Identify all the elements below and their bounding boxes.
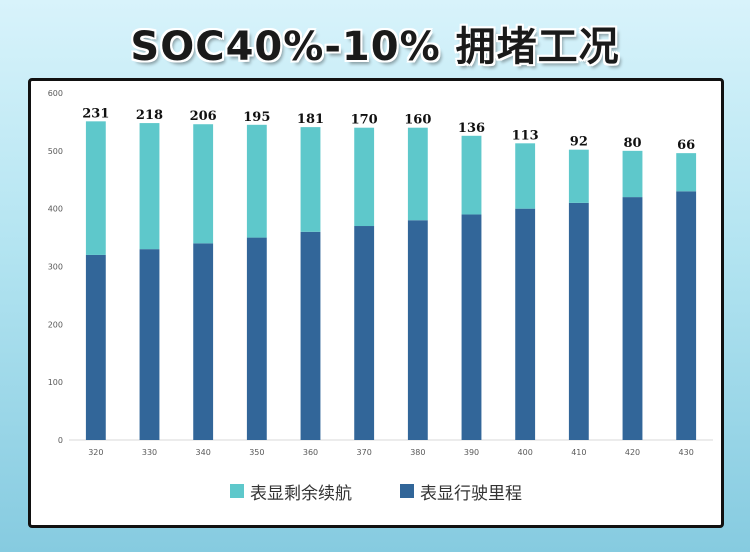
x-tick-label: 360 bbox=[303, 448, 318, 457]
bar-driven bbox=[568, 202, 589, 440]
y-tick-label: 100 bbox=[48, 378, 63, 387]
bar-remaining bbox=[461, 135, 482, 215]
data-label: 231 bbox=[82, 106, 109, 121]
y-tick-label: 300 bbox=[48, 263, 63, 272]
x-tick-label: 390 bbox=[464, 448, 479, 457]
bar-remaining bbox=[246, 124, 267, 238]
x-tick-label: 380 bbox=[410, 448, 425, 457]
bar-driven bbox=[622, 197, 643, 440]
legend-label-remaining: 表显剩余续航 bbox=[250, 483, 352, 504]
bar-driven bbox=[300, 231, 321, 440]
x-tick-label: 410 bbox=[571, 448, 586, 457]
bar-remaining bbox=[354, 127, 375, 227]
bar-driven bbox=[461, 214, 482, 440]
legend-swatch-remaining bbox=[230, 484, 244, 498]
bar-driven bbox=[85, 254, 106, 440]
bar-driven bbox=[676, 191, 697, 440]
bar-driven bbox=[354, 226, 375, 440]
x-tick-label: 430 bbox=[679, 448, 694, 457]
chart-card: 0 100 200 300 400 500 600 231 320 218 330 206 340 195… bbox=[28, 78, 724, 528]
data-label: 80 bbox=[623, 136, 641, 151]
y-tick-label: 500 bbox=[48, 147, 63, 156]
data-label: 160 bbox=[404, 113, 431, 128]
x-tick-label: 320 bbox=[88, 448, 103, 457]
bar-remaining bbox=[85, 121, 106, 255]
legend-label-driven: 表显行驶里程 bbox=[420, 483, 522, 504]
bar-driven bbox=[193, 243, 214, 440]
bar-driven bbox=[246, 237, 267, 440]
bar-driven bbox=[407, 220, 428, 440]
x-tick-label: 340 bbox=[196, 448, 211, 457]
data-label: 206 bbox=[190, 109, 217, 124]
legend-swatch-driven bbox=[400, 484, 414, 498]
bar-driven bbox=[515, 208, 536, 440]
bar-remaining bbox=[193, 124, 214, 244]
bar-remaining bbox=[676, 153, 697, 192]
y-tick-label: 600 bbox=[48, 89, 63, 98]
bar-driven bbox=[139, 249, 160, 440]
x-tick-label: 350 bbox=[249, 448, 264, 457]
data-label: 181 bbox=[297, 112, 324, 127]
legend: 表显剩余续航 表显行驶里程 bbox=[31, 479, 721, 504]
data-label: 113 bbox=[512, 128, 539, 143]
bar-remaining bbox=[300, 127, 321, 232]
x-tick-label: 420 bbox=[625, 448, 640, 457]
bar-remaining bbox=[139, 123, 160, 250]
x-tick-label: 400 bbox=[518, 448, 533, 457]
bar-remaining bbox=[622, 150, 643, 198]
data-label: 218 bbox=[136, 108, 163, 123]
chart-title: SOC40%-10% 拥堵工况 bbox=[130, 24, 620, 70]
data-label: 92 bbox=[570, 135, 588, 150]
data-label: 136 bbox=[458, 121, 485, 136]
bar-remaining bbox=[568, 149, 589, 203]
x-tick-label: 370 bbox=[357, 448, 372, 457]
bar-remaining bbox=[515, 143, 536, 209]
y-tick-label: 400 bbox=[48, 205, 63, 214]
y-tick-label: 0 bbox=[58, 436, 63, 445]
stacked-bar-chart: 0 100 200 300 400 500 600 231 320 218 330 206 340 195… bbox=[48, 89, 713, 457]
legend-item-remaining: 表显剩余续航 bbox=[230, 479, 352, 504]
data-label: 170 bbox=[351, 113, 378, 128]
data-label: 66 bbox=[677, 138, 695, 153]
legend-item-driven: 表显行驶里程 bbox=[400, 479, 522, 504]
data-label: 195 bbox=[243, 110, 270, 125]
bar-remaining bbox=[407, 127, 428, 221]
y-tick-label: 200 bbox=[48, 320, 63, 329]
x-tick-label: 330 bbox=[142, 448, 157, 457]
